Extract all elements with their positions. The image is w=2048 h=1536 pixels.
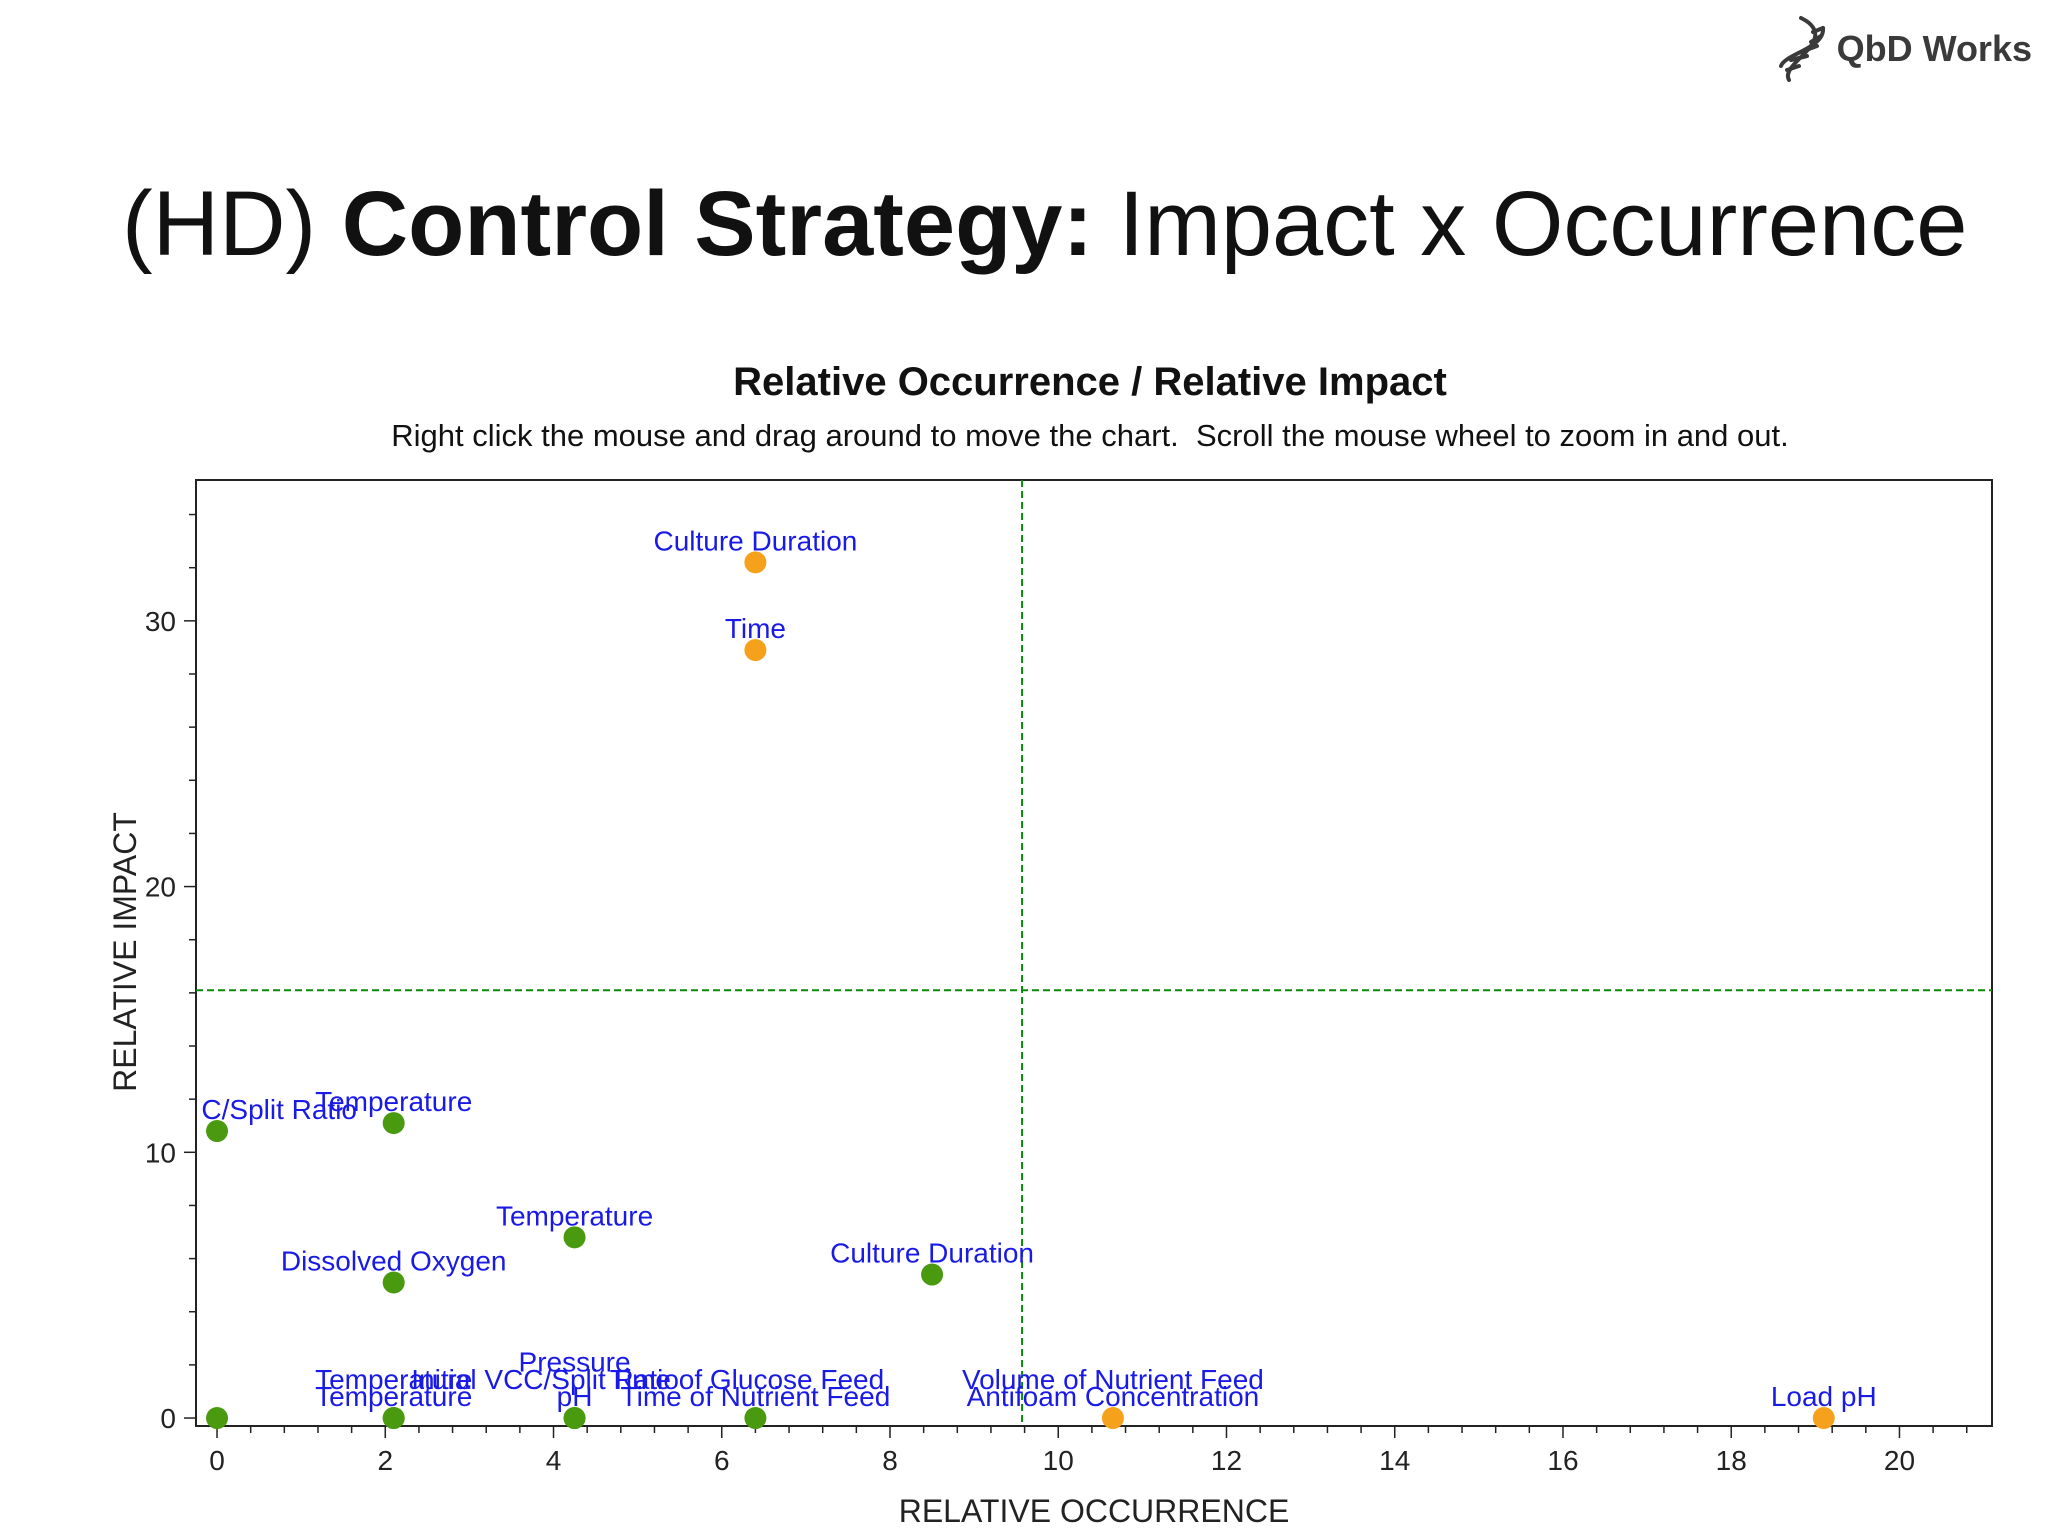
point-label: Dissolved Oxygen — [281, 1246, 507, 1277]
point-label: pH — [557, 1381, 593, 1412]
x-tick-label: 12 — [1211, 1445, 1242, 1476]
data-point[interactable] — [1101, 1407, 1124, 1430]
point-label: Time — [725, 613, 786, 644]
point-label: Load pH — [1771, 1381, 1877, 1412]
x-axis-label: RELATIVE OCCURRENCE — [899, 1493, 1290, 1529]
y-tick-label: 0 — [160, 1403, 176, 1434]
y-tick-label: 10 — [145, 1137, 176, 1168]
reference-lines — [196, 480, 1992, 1426]
logo: QbD Works — [1775, 14, 2032, 84]
point-label: Culture Duration — [830, 1238, 1034, 1269]
point-label: Pressure — [519, 1346, 631, 1377]
point-label: Temperature — [315, 1086, 472, 1117]
data-point[interactable] — [382, 1407, 405, 1430]
data-points — [206, 551, 1835, 1430]
point-label: Time of Nutrient Feed — [621, 1381, 891, 1412]
data-point[interactable] — [563, 1407, 586, 1430]
data-point[interactable] — [744, 551, 767, 574]
point-label: Culture Duration — [653, 525, 857, 556]
title-bold: Control Strategy: — [341, 173, 1094, 275]
chart-subtitle: Right click the mouse and drag around to… — [391, 418, 1788, 453]
title-rest: Impact x Occurrence — [1118, 173, 1968, 275]
point-label: Temperature — [315, 1364, 472, 1395]
data-point[interactable] — [563, 1226, 586, 1249]
x-tick-label: 6 — [714, 1445, 730, 1476]
plot-area — [195, 479, 1993, 1427]
x-tick-label: 18 — [1716, 1445, 1747, 1476]
y-tick-label: 30 — [145, 606, 176, 637]
x-tick-label: 0 — [209, 1445, 225, 1476]
x-tick-label: 14 — [1379, 1445, 1410, 1476]
point-label: Antifoam Concentration — [967, 1381, 1260, 1412]
x-tick-label: 8 — [882, 1445, 898, 1476]
data-point[interactable] — [206, 1120, 229, 1143]
y-tick-label: 20 — [145, 872, 176, 903]
x-tick-label: 10 — [1043, 1445, 1074, 1476]
point-label: C/Split Ratio — [201, 1094, 357, 1125]
data-point[interactable] — [744, 1407, 767, 1430]
point-label: Time of Glucose Feed — [610, 1364, 884, 1395]
title-prefix: (HD) — [122, 173, 317, 275]
y-axis-label: RELATIVE IMPACT — [107, 812, 143, 1092]
data-point[interactable] — [382, 1271, 405, 1294]
point-label: Temperature — [496, 1200, 653, 1231]
data-point[interactable] — [206, 1407, 229, 1430]
data-point[interactable] — [1812, 1407, 1835, 1430]
logo-text: QbD Works — [1836, 28, 2032, 69]
point-label: Initial VCC/Split Ratio — [411, 1364, 679, 1395]
x-tick-label: 2 — [377, 1445, 393, 1476]
axes: 0 2 4 6 8 10 12 14 16 18 20 0 10 20 30 — [145, 513, 1968, 1476]
data-point[interactable] — [744, 639, 767, 662]
point-label: Volume of Nutrient Feed — [962, 1364, 1264, 1395]
x-tick-label: 20 — [1884, 1445, 1915, 1476]
x-tick-label: 4 — [546, 1445, 562, 1476]
point-label: Temperature — [315, 1381, 472, 1412]
dna-icon — [1778, 16, 1825, 82]
data-point[interactable] — [921, 1263, 944, 1286]
slide-title: (HD) Control Strategy: Impact x Occurren… — [122, 178, 1967, 270]
chart-title: Relative Occurrence / Relative Impact — [733, 360, 1447, 404]
x-tick-label: 16 — [1547, 1445, 1578, 1476]
data-point[interactable] — [382, 1112, 405, 1135]
